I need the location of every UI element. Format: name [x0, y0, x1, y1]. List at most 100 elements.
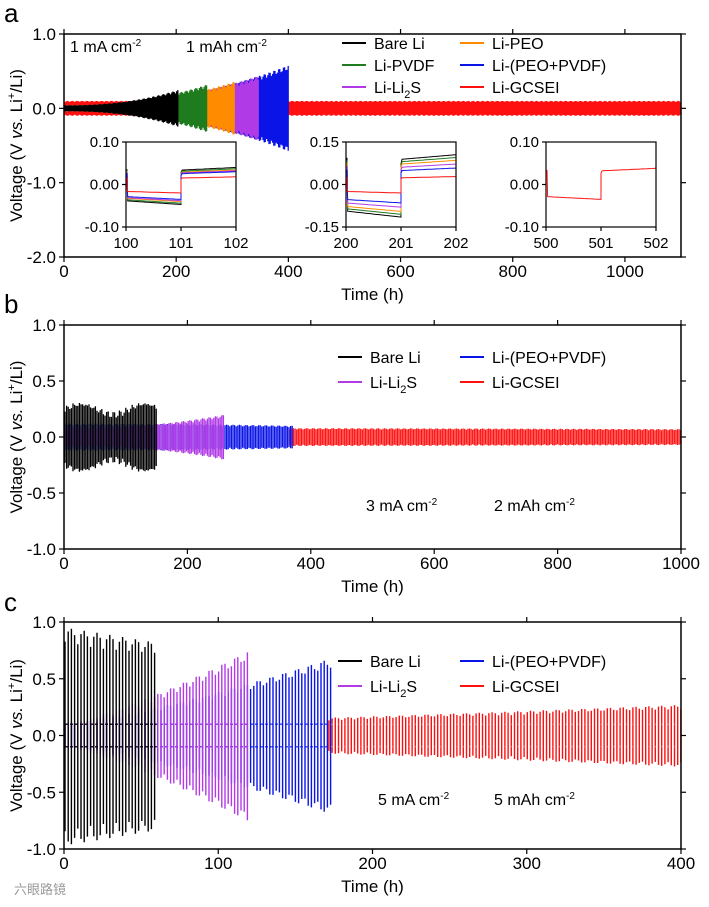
legend-label-part: 2 [400, 688, 406, 700]
legend-label-part: S [406, 679, 417, 696]
inset-y-tick-label: 0.00 [90, 177, 119, 194]
legend-label: Li-GCSEI [492, 80, 560, 97]
x-tick-label: 400 [274, 262, 302, 281]
y-axis-label: Voltage (V vs. Li+/Li) [6, 659, 26, 812]
y-tick-label: 1.0 [32, 25, 56, 44]
series-trace-li-gcsei [328, 705, 682, 767]
test-condition-part: 5 mA cm [378, 792, 440, 809]
test-condition: 3 mA cm-2 [366, 497, 438, 515]
inset-y-tick-label: 0.10 [510, 134, 539, 151]
inset-y-tick-label: -0.10 [505, 219, 539, 236]
test-condition: 1 mA cm-2 [70, 38, 142, 56]
test-condition: 5 mAh cm-2 [494, 791, 575, 809]
series-plateau [65, 723, 157, 748]
y-axis-label-part: vs. [7, 409, 26, 431]
test-condition: 5 mA cm-2 [378, 791, 450, 809]
traces-layer [64, 65, 682, 845]
y-axis-label-part: Li [7, 689, 26, 707]
series-plateau [330, 723, 681, 748]
legend-label: Li-(PEO+PVDF) [492, 350, 606, 367]
inset-trace [126, 167, 236, 206]
series-trace-bare-li [64, 628, 156, 845]
legend-label: Li-(PEO+PVDF) [492, 58, 606, 75]
panel-label: a [4, 0, 19, 28]
legend-label-part: S [406, 375, 417, 392]
inset-x-tick-label: 502 [643, 235, 668, 252]
legend-label: Bare Li [370, 350, 421, 367]
x-tick-label: 200 [173, 554, 201, 573]
legend-label-part: Li-Li [374, 80, 404, 97]
y-axis-label-part: Voltage (V [7, 139, 26, 222]
test-condition-part: -2 [566, 497, 575, 508]
inset-trace [126, 169, 236, 203]
test-condition-part: -2 [440, 791, 449, 802]
legend-label-part: S [410, 80, 421, 97]
legend-label: Bare Li [370, 654, 421, 671]
legend-label: Li-Li2S [370, 375, 417, 396]
legend-label: Li-Li2S [370, 679, 417, 700]
legend-label: Li-(PEO+PVDF) [492, 654, 606, 671]
y-tick-label: 0.0 [32, 428, 56, 447]
x-tick-label: 300 [513, 854, 541, 873]
y-axis-label: Voltage (V vs. Li+/Li) [6, 69, 26, 222]
legend-label-part: 2 [400, 384, 406, 396]
x-tick-label: 0 [59, 262, 68, 281]
test-condition-part: -2 [428, 497, 437, 508]
y-axis-label-part: Voltage (V [7, 430, 26, 513]
inset-trace [126, 171, 236, 200]
x-tick-label: 600 [420, 554, 448, 573]
y-axis-label-part: + [6, 384, 18, 390]
inset-trace [346, 154, 456, 218]
x-tick-label: 100 [204, 854, 232, 873]
y-axis-label-part: Li [7, 99, 26, 117]
x-axis-label: Time (h) [341, 577, 404, 596]
legend-label: Li-PVDF [374, 58, 435, 75]
series-trace-li-gcsei [289, 428, 682, 446]
x-axis-label: Time (h) [341, 285, 404, 304]
x-tick-label: 0 [59, 854, 68, 873]
inset-trace [126, 168, 236, 204]
test-condition-part: -2 [566, 791, 575, 802]
y-tick-label: -2.0 [27, 248, 56, 267]
x-tick-label: 200 [162, 262, 190, 281]
inset-x-tick-label: 101 [168, 235, 193, 252]
inset-trace [346, 176, 456, 194]
inset-x-tick-label: 100 [113, 235, 138, 252]
inset-trace [346, 159, 456, 212]
inset-trace [126, 176, 236, 194]
x-tick-label: 600 [386, 262, 414, 281]
y-axis-label-part: vs. [7, 117, 26, 139]
inset-trace [346, 163, 456, 208]
inset-x-tick-label: 201 [388, 235, 413, 252]
test-condition-part: 1 mAh cm [186, 39, 258, 56]
y-axis-label-part: /Li) [7, 659, 26, 683]
inset-2: 200 201 202 0.15 0.00 -0.15 [305, 134, 469, 252]
inset-trace [546, 167, 656, 200]
inset-x-tick-label: 500 [533, 235, 558, 252]
series-plateau [65, 723, 331, 748]
y-tick-label: 0.0 [32, 727, 56, 746]
y-tick-label: -1.0 [27, 840, 56, 859]
series-trace-bare-li [64, 403, 157, 472]
test-condition-part: 1 mA cm [70, 39, 132, 56]
test-condition-part: -2 [258, 38, 267, 49]
y-axis-label-part: + [6, 683, 18, 689]
y-tick-label: -1.0 [27, 174, 56, 193]
y-tick-label: 0.0 [32, 99, 56, 118]
x-axis-label: Time (h) [341, 877, 404, 896]
legend-label-part: Li-Li [370, 679, 400, 696]
x-tick-label: 200 [358, 854, 386, 873]
y-tick-label: -0.5 [27, 783, 56, 802]
inset-y-tick-label: -0.10 [85, 219, 119, 236]
legend-label: Bare Li [374, 36, 425, 53]
x-tick-label: 1000 [606, 262, 644, 281]
legend-label-part: 2 [404, 89, 410, 101]
y-axis-label-part: Voltage (V [7, 729, 26, 812]
inset-trace [346, 157, 456, 215]
y-tick-label: 0.5 [32, 670, 56, 689]
inset-x-tick-label: 200 [333, 235, 358, 252]
y-axis-label-part: vs. [7, 707, 26, 729]
inset-x-tick-label: 501 [588, 235, 613, 252]
inset-y-tick-label: 0.10 [90, 134, 119, 151]
inset-1: 100 101 102 0.10 0.00 -0.10 [85, 134, 249, 252]
